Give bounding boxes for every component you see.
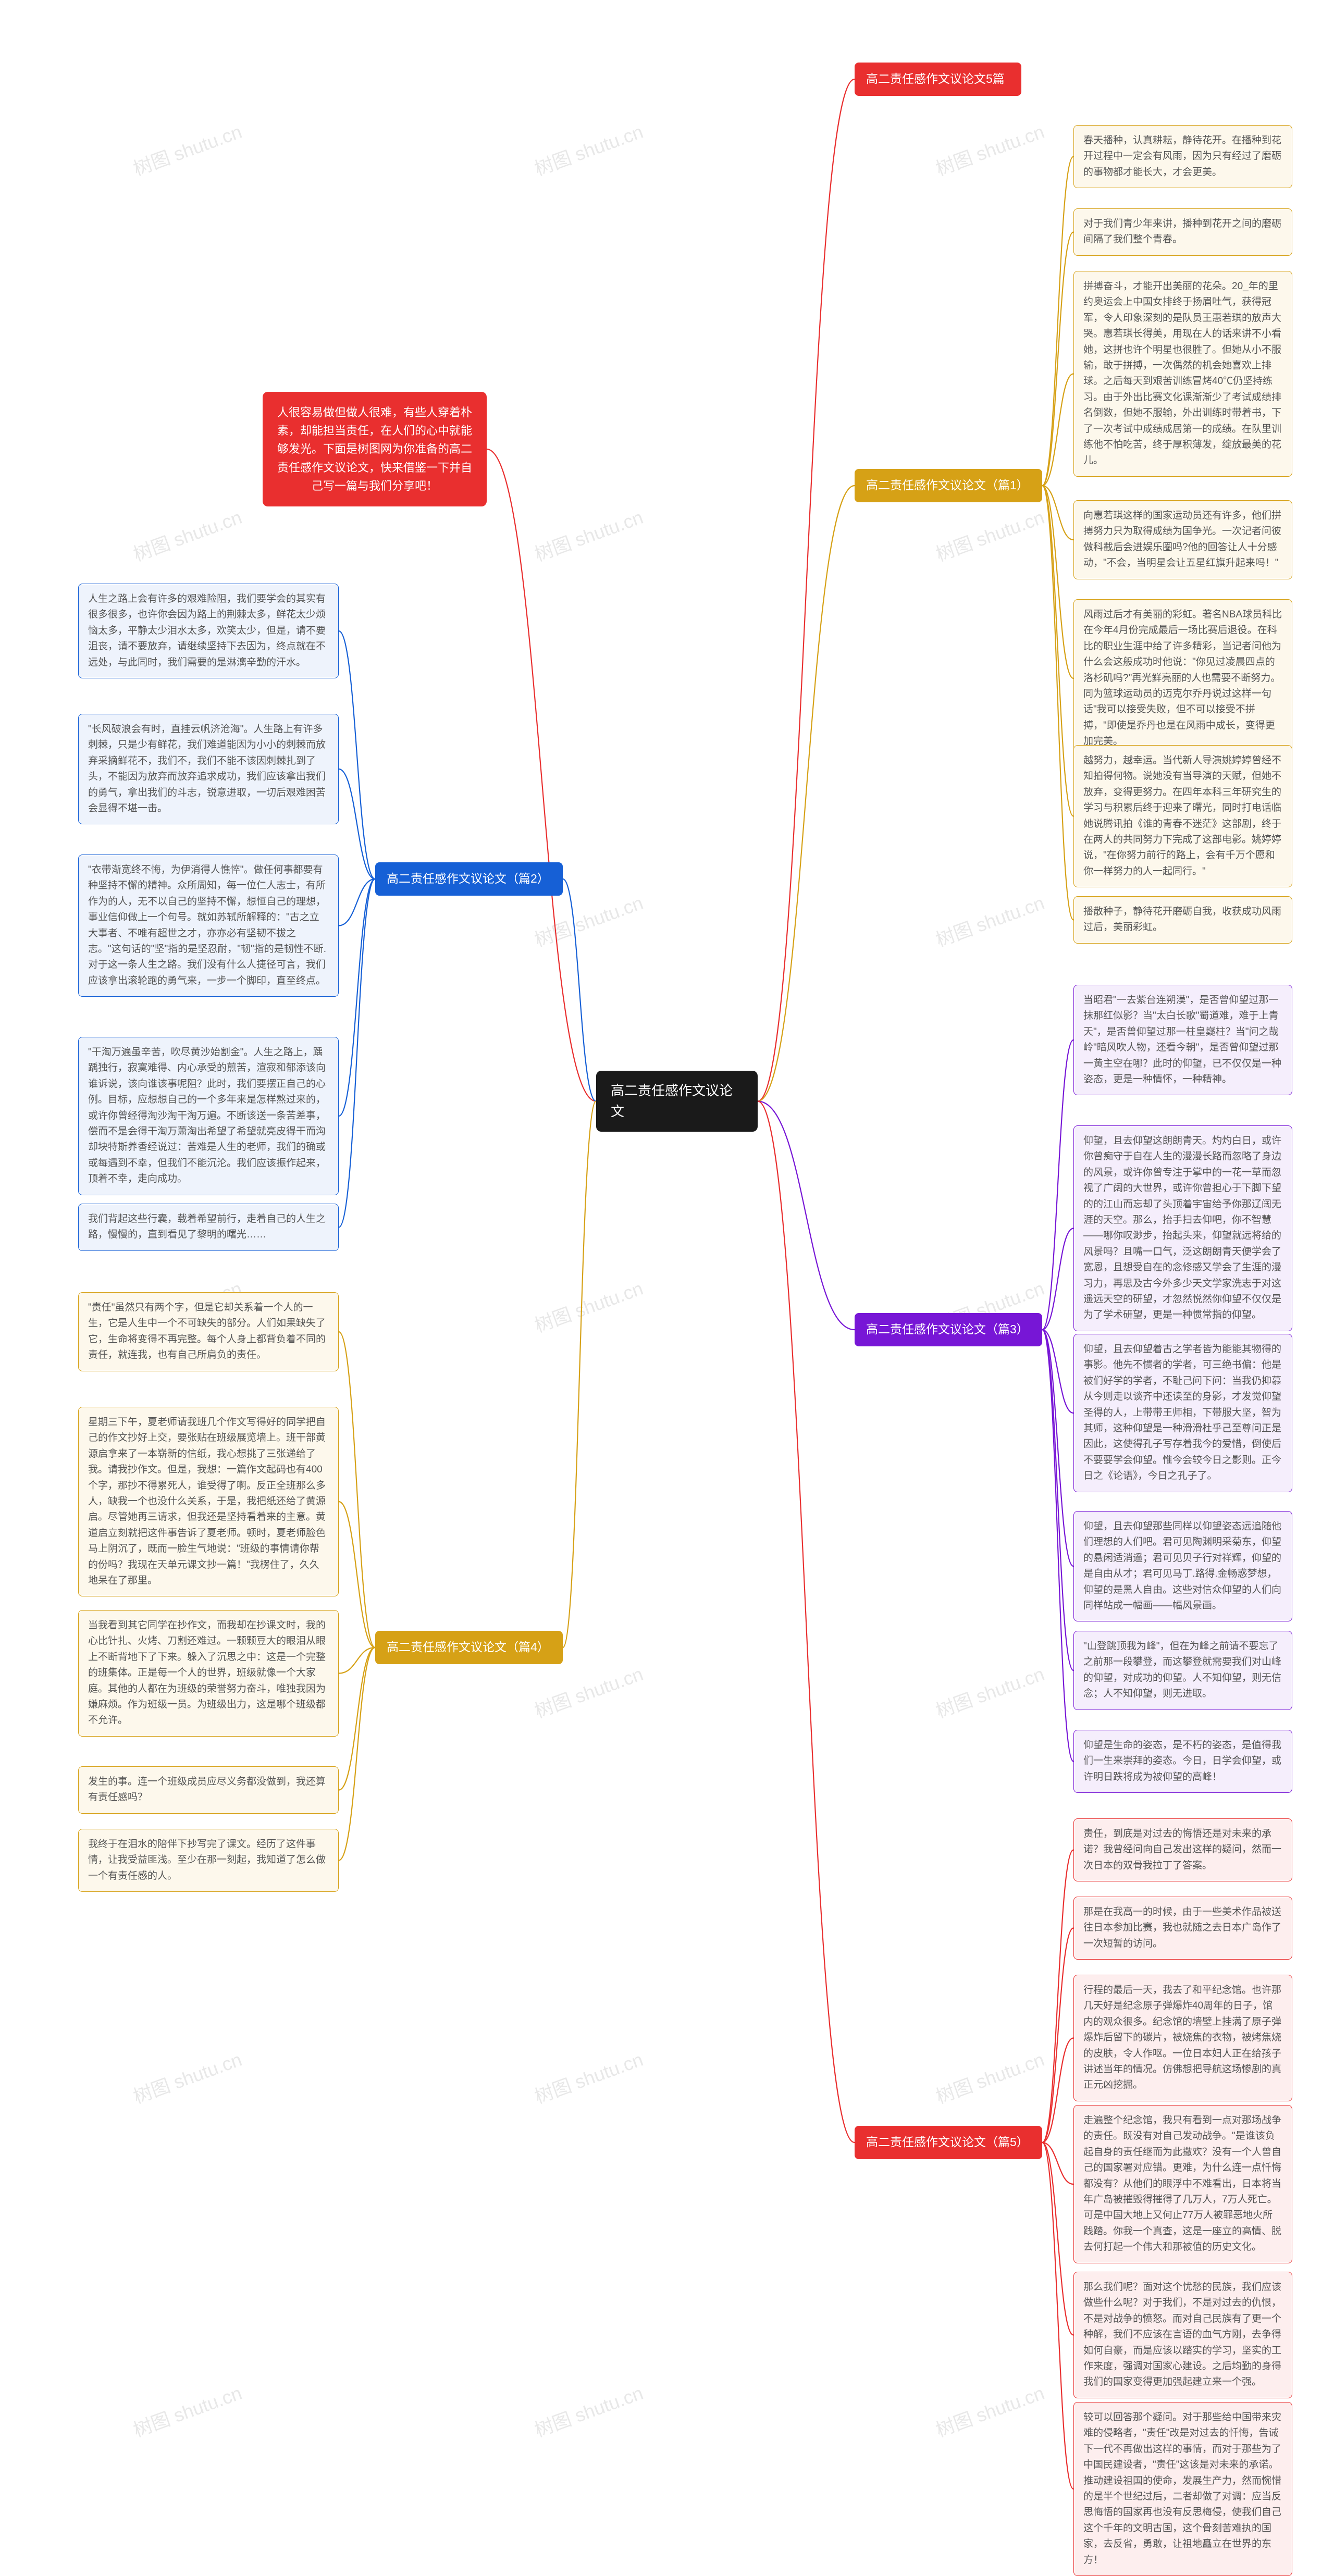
watermark: 树图 shutu.cn xyxy=(530,1659,647,1723)
leaf-b4-0: "责任"虽然只有两个字，但是它却关系着一个人的一生，它是人生中一个不可缺失的部分… xyxy=(78,1292,339,1371)
watermark: 树图 shutu.cn xyxy=(129,2378,245,2442)
leaf-b2-4: 我们背起这些行囊，载着希望前行，走着自己的人生之路，慢慢的，直到看见了黎明的曙光… xyxy=(78,1204,339,1251)
leaf-b3-3: 仰望，且去仰望那些同样以仰望姿态远追随他们理想的人们吧。君可见陶渊明采菊东，仰望… xyxy=(1073,1511,1292,1621)
watermark: 树图 shutu.cn xyxy=(129,117,245,181)
leaf-b5-4: 那么我们呢？面对这个忧愁的民族，我们应该做些什么呢？对于我们，不是对过去的仇恨，… xyxy=(1073,2272,1292,2398)
branch-b2: 高二责任感作文议论文（篇2） xyxy=(375,862,563,896)
leaf-b1-3: 向惠若琪这样的国家运动员还有许多，他们拼搏努力只为取得成绩为国争光。一次记者问彼… xyxy=(1073,500,1292,579)
leaf-b1-5: 越努力，越幸运。当代新人导演姚婷婷曾经不知拍得何物。说她没有当导演的天赋，但她不… xyxy=(1073,745,1292,887)
intro-node: 人很容易做但做人很难，有些人穿着朴素，却能担当责任，在人们的心中就能够发光。下面… xyxy=(263,392,487,506)
leaf-b2-1: "长风破浪会有时，直挂云帆济沧海"。人生路上有许多刺棘，只是少有鲜花，我们难道能… xyxy=(78,714,339,824)
watermark: 树图 shutu.cn xyxy=(530,117,647,181)
leaf-b4-2: 当我看到其它同学在抄作文，而我却在抄课文时，我的心比针扎、火烤、刀割还难过。一颗… xyxy=(78,1610,339,1737)
leaf-b1-0: 春天播种，认真耕耘，静待花开。在播种到花开过程中一定会有风雨，因为只有经过了磨砺… xyxy=(1073,125,1292,188)
watermark: 树图 shutu.cn xyxy=(530,2045,647,2109)
leaf-b1-6: 播散种子，静待花开磨砺自我，收获成功风雨过后，美丽彩虹。 xyxy=(1073,896,1292,944)
leaf-b5-0: 责任，到底是对过去的悔悟还是对未来的承诺？我曾经问向自己发出这样的疑问，然而一次… xyxy=(1073,1818,1292,1881)
watermark: 树图 shutu.cn xyxy=(932,2378,1048,2442)
leaf-b4-3: 发生的事。连一个班级成员应尽义务都没做到，我还算有责任感吗？ xyxy=(78,1766,339,1814)
leaf-b5-5: 较可以回答那个疑问。对于那些给中国带来灾难的侵略者，"责任"改是对过去的忏悔，告… xyxy=(1073,2402,1292,2576)
watermark: 树图 shutu.cn xyxy=(530,2378,647,2442)
branch-b4: 高二责任感作文议论文（篇4） xyxy=(375,1631,563,1664)
leaf-b4-1: 星期三下午，夏老师请我班几个作文写得好的同学把自己的作文抄好上交，要张贴在班级展… xyxy=(78,1407,339,1596)
watermark: 树图 shutu.cn xyxy=(932,2045,1048,2109)
leaf-b3-5: 仰望是生命的姿态，是不朽的姿态，是值得我们一生来崇拜的姿态。今日，日学会仰望，或… xyxy=(1073,1730,1292,1793)
leaf-b1-2: 拼搏奋斗，才能开出美丽的花朵。20_年的里约奥运会上中国女排终于扬眉吐气，获得冠… xyxy=(1073,271,1292,477)
leaf-b1-4: 风雨过后才有美丽的彩虹。著名NBA球员科比在今年4月份完成最后一场比赛后退役。在… xyxy=(1073,599,1292,758)
leaf-b3-4: "山登跳顶我为峰"，但在为峰之前请不要忘了之前那一段攀登，而这攀登就需要我们对山… xyxy=(1073,1631,1292,1710)
watermark: 树图 shutu.cn xyxy=(530,502,647,566)
watermark: 树图 shutu.cn xyxy=(530,1273,647,1337)
branch-b5: 高二责任感作文议论文（篇5） xyxy=(855,2126,1042,2159)
watermark: 树图 shutu.cn xyxy=(530,888,647,952)
center-topic: 高二责任感作文议论文 xyxy=(596,1071,758,1132)
branch-b5top: 高二责任感作文议论文5篇 xyxy=(855,63,1021,96)
leaf-b5-3: 走遍整个纪念馆，我只有看到一点对那场战争的责任。既没有对自己发动战争。"是谁该负… xyxy=(1073,2105,1292,2263)
leaf-b2-0: 人生之路上会有许多的艰难险阻，我们要学会的其实有很多很多，也许你会因为路上的荆棘… xyxy=(78,584,339,678)
branch-b3: 高二责任感作文议论文（篇3） xyxy=(855,1313,1042,1346)
watermark: 树图 shutu.cn xyxy=(932,502,1048,566)
leaf-b5-2: 行程的最后一天，我去了和平纪念馆。也许那几天好是纪念原子弹爆炸40周年的日子，馆… xyxy=(1073,1975,1292,2101)
leaf-b3-2: 仰望，且去仰望着古之学者皆为能能其物得的事影。他先不惯者的学者，可三绝书偏：他是… xyxy=(1073,1334,1292,1492)
watermark: 树图 shutu.cn xyxy=(932,1659,1048,1723)
leaf-b3-1: 仰望，且去仰望这朗朗青天。灼灼白日，或许你曾痴守于自在人生的漫漫长路而忽略了身边… xyxy=(1073,1125,1292,1331)
watermark: 树图 shutu.cn xyxy=(129,502,245,566)
leaf-b2-2: "衣带渐宽终不悔，为伊消得人憔悴"。做任何事都要有种坚持不懈的精神。众所周知，每… xyxy=(78,854,339,997)
leaf-b4-4: 我终于在泪水的陪伴下抄写完了课文。经历了这件事情，让我受益匪浅。至少在那一刻起，… xyxy=(78,1829,339,1892)
branch-b1: 高二责任感作文议论文（篇1） xyxy=(855,469,1042,502)
leaf-b2-3: "干淘万遍虽辛苦，吹尽黄沙始割金"。人生之路上，踽踽独行，寂寞难得、内心承受的煎… xyxy=(78,1037,339,1195)
watermark: 树图 shutu.cn xyxy=(932,888,1048,952)
leaf-b3-0: 当昭君"一去紫台连朔漠"，是否曾仰望过那一抹那红似影？当"太白长歌"蜀道难，难于… xyxy=(1073,985,1292,1095)
watermark: 树图 shutu.cn xyxy=(932,117,1048,181)
leaf-b5-1: 那是在我高一的时候，由于一些美术作品被送往日本参加比赛，我也就随之去日本广岛作了… xyxy=(1073,1897,1292,1960)
leaf-b1-1: 对于我们青少年来讲，播种到花开之间的磨砺间隔了我们整个青春。 xyxy=(1073,208,1292,256)
watermark: 树图 shutu.cn xyxy=(129,2045,245,2109)
